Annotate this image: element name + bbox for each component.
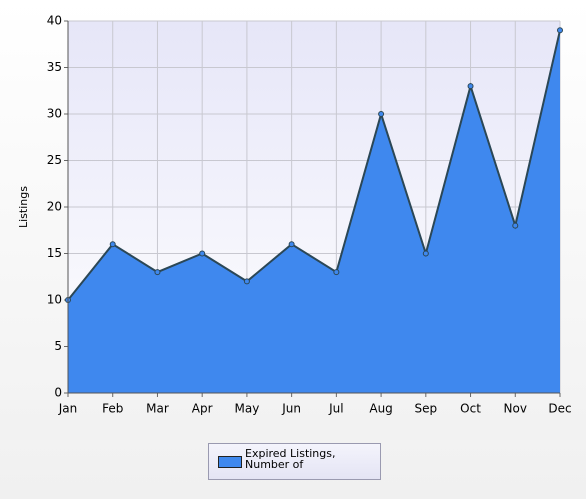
marker	[467, 83, 474, 90]
x-tick-label: Oct	[460, 402, 481, 416]
y-tick-label: 0	[54, 386, 62, 400]
y-axis-title: Listings	[17, 186, 30, 228]
marker	[333, 269, 340, 276]
x-tick-label: May	[235, 402, 260, 416]
marker	[154, 269, 161, 276]
x-tick-label: Apr	[192, 402, 213, 416]
legend: Expired Listings, Number of	[208, 443, 381, 480]
marker	[109, 241, 116, 248]
y-tick-label: 20	[47, 200, 62, 214]
marker	[378, 111, 385, 117]
x-tick-label: Aug	[369, 402, 392, 416]
marker	[422, 250, 429, 257]
legend-label: Expired Listings, Number of	[245, 447, 336, 471]
marker	[243, 278, 250, 285]
y-tick-label: 25	[47, 153, 62, 167]
y-tick-label: 10	[47, 293, 62, 307]
marker	[512, 222, 519, 229]
marker	[199, 250, 206, 257]
marker	[557, 27, 563, 34]
y-tick-label: 35	[47, 60, 62, 74]
legend-swatch	[218, 456, 242, 468]
x-tick-label: Dec	[548, 402, 571, 416]
x-tick-label: Mar	[146, 402, 169, 416]
x-tick-label: Feb	[102, 402, 123, 416]
y-tick-label: 15	[47, 246, 62, 260]
y-tick-label: 30	[47, 107, 62, 121]
line	[67, 30, 561, 301]
y-tick-label: 40	[47, 14, 62, 28]
x-tick-label: Sep	[415, 402, 438, 416]
x-tick-label: Jul	[328, 402, 343, 416]
marker	[288, 241, 295, 248]
x-tick-label: Jun	[281, 402, 301, 416]
x-tick-label: Nov	[504, 402, 527, 416]
y-tick-label: 5	[54, 339, 62, 353]
x-tick-label: Jan	[58, 402, 78, 416]
area	[68, 30, 560, 394]
